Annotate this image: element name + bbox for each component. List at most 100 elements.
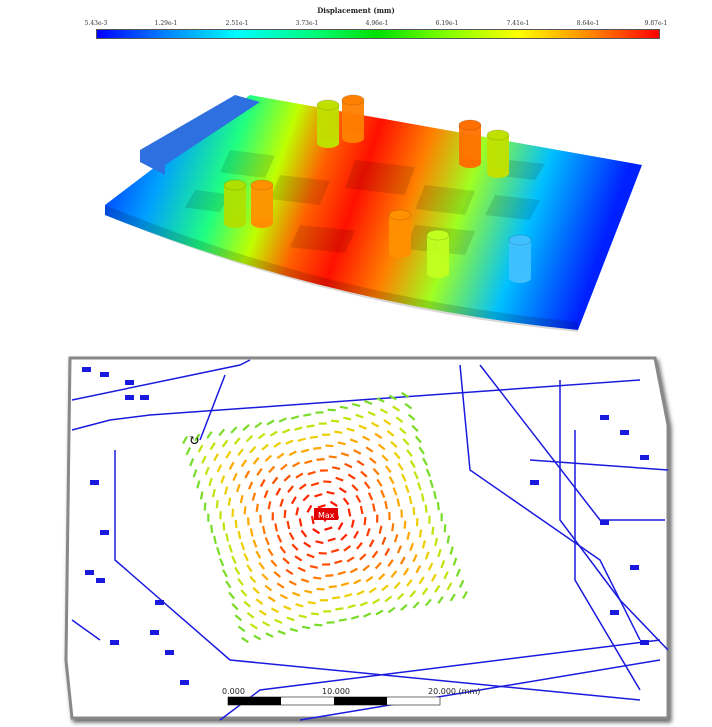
displacement-arrow [256,468,263,476]
displacement-arrow [278,417,287,423]
displacement-arrow [211,488,216,498]
displacement-arrow [343,545,352,552]
displacement-arrow [396,592,405,600]
displacement-arrow [376,397,385,403]
displacement-arrow [358,424,367,430]
displacement-arrow [377,443,386,451]
displacement-arrow [414,435,422,444]
displacement-arrow [351,402,361,408]
displacement-arrow [368,539,375,548]
displacement-arrow [443,571,449,580]
rotate-icon[interactable]: ↻ [188,433,200,449]
displacement-arrow [209,442,216,451]
displacement-arrow [455,568,461,577]
displacement-arrow [216,546,221,556]
displacement-arrow [434,537,439,547]
displacement-arrows [182,391,468,644]
displacement-arrow [230,426,238,434]
displacement-arrow [433,490,437,500]
legend-tick: 4.96e-1 [365,20,389,27]
displacement-arrow [194,433,201,442]
displacement-arrow [294,555,303,562]
displacement-arrow [244,470,251,479]
displacement-arrow [313,446,322,450]
chip-component [290,225,355,253]
displacement-arrow [443,524,447,533]
displacement-arrow [346,556,355,563]
displacement-arrow [337,522,344,531]
displacement-arrow [288,580,297,586]
displacement-arrow [261,573,269,581]
displacement-arrow [401,391,409,399]
displacement-arrow [411,424,419,432]
scale-bar: 0.000 10.000 20.000 (mm) [222,687,480,706]
displacement-arrow [356,542,363,550]
displacement-arrow [434,584,441,593]
displacement-arrow [254,421,263,429]
displacement-arrow [376,478,383,487]
displacement-arrow [266,419,275,426]
displacement-arrow [384,595,393,603]
displacement-arrow [362,564,370,572]
displacement-arrow [359,505,364,515]
legend-tick: 9.87e-1 [644,20,668,27]
displacement-arrow [290,415,300,420]
displacement-arrow [246,611,255,619]
displacement-arrow [385,465,392,474]
displacement-arrow [395,416,404,424]
displacement-arrow [264,584,273,592]
displacement-arrow [210,524,214,533]
displacement-arrow [228,461,235,470]
displacement-arrow [446,582,453,591]
legend-tick: 6.19e-1 [435,20,459,27]
trace [71,359,251,401]
displacement-arrow [301,625,311,630]
displacement-arrow [446,535,451,544]
displacement-arrow [347,473,356,480]
color-scale-bar [96,29,660,39]
chip-component [345,160,415,195]
connector-block [140,95,260,175]
displacement-arrow [338,618,347,622]
displacement-arrow [222,522,226,531]
displacement-arrow [392,405,401,412]
displacement-arrow [421,587,429,596]
displacement-arrow [381,584,389,592]
displacement-arrow [282,428,291,434]
displacement-arrow [237,530,242,540]
displacement-arrow [225,533,230,542]
displacement-arrow [313,576,322,580]
displacement-arrow [290,496,297,505]
displacement-arrow [437,596,444,604]
displacement-arrow [237,625,246,633]
displacement-arrow [424,598,432,607]
displacement-arrow [331,466,341,471]
displacement-arrow [298,483,307,490]
displacement-arrow [356,459,365,467]
capacitor-component [486,129,510,178]
displacement-arrow [231,603,239,611]
displacement-arrow [355,494,362,503]
displacement-arrow [216,464,223,473]
displacement-arrow [363,481,371,490]
displacement-arrow [334,430,343,434]
pcb-traces [71,359,669,721]
displacement-arrow [274,523,278,532]
displacement-arrow [225,580,232,589]
displacement-arrow [326,490,335,495]
displacement-arrow [380,489,386,499]
pad [90,480,99,485]
displacement-arrow [351,484,359,492]
displacement-arrow [264,454,272,462]
displacement-arrow [367,410,376,417]
displacement-arrow [304,589,313,594]
displacement-arrow [362,435,371,442]
displacement-arrow [360,470,368,478]
max-marker [314,508,338,520]
pad [150,630,159,635]
pad [96,578,105,583]
displacement-arrow [335,476,344,482]
displacement-arrow [327,537,336,542]
legend-tick: 5.43e-3 [84,20,108,27]
displacement-arrow [397,462,404,471]
